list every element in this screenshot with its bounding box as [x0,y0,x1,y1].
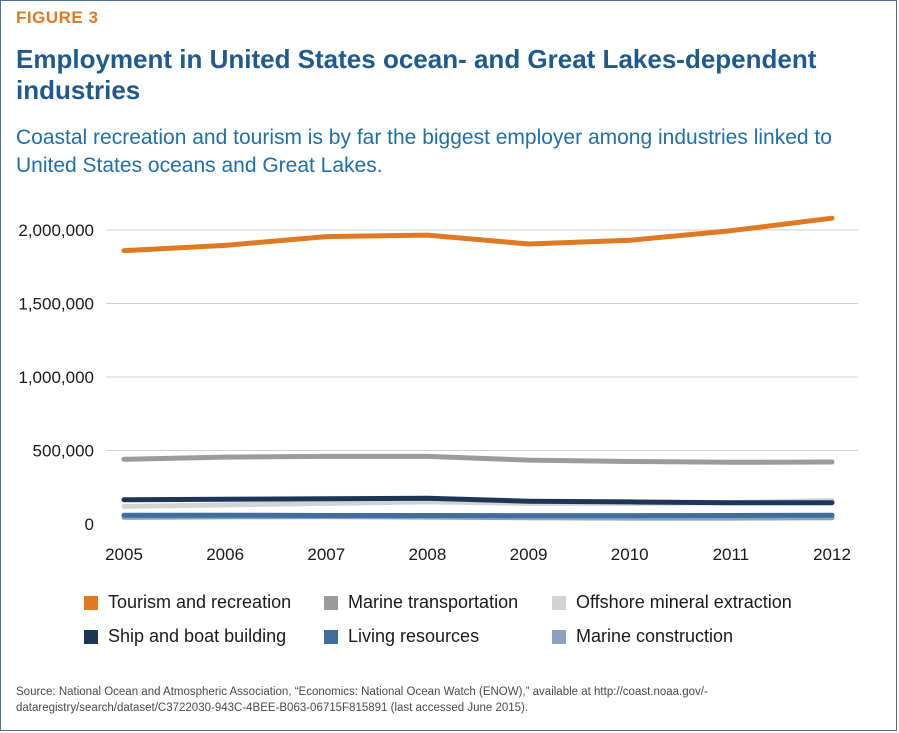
x-tick-label: 2011 [713,545,750,564]
y-tick-label: 1,000,000 [18,368,94,387]
x-tick-label: 2006 [206,545,244,564]
legend-label: Marine construction [576,626,734,646]
x-tick-label: 2010 [611,545,649,564]
y-tick-label: 500,000 [33,442,94,461]
legend-swatch [324,595,338,610]
x-tick-label: 2009 [510,545,548,564]
line-chart: 0 500,000 1,000,000 1,500,000 2,000,000 2005 2… [18,215,858,564]
x-tick-label: 2008 [409,545,447,564]
x-tick-label: 2005 [105,545,143,564]
y-tick-label: 0 [85,515,94,534]
legend-swatch [552,629,566,644]
legend-label: Ship and boat building [108,626,287,646]
legend-swatch [84,595,98,610]
chart-title: Employment in United States ocean- and G… [16,44,817,105]
y-tick-label: 2,000,000 [18,221,94,240]
x-tick-label: 2012 [813,545,851,564]
legend-label: Offshore mineral extraction [576,592,792,612]
legend-swatch [552,595,566,610]
legend-label: Living resources [348,626,480,646]
series-line [121,215,835,254]
legend-item: Marine transportation [324,592,518,613]
legend-swatch [84,629,98,644]
legend-item: Marine construction [552,626,733,647]
legend-item: Ship and boat building [84,626,286,647]
series-line [121,453,835,465]
chart-subtitle: Coastal recreation and tourism is by far… [16,126,832,177]
x-tick-label: 2007 [307,545,345,564]
legend-item: Living resources [324,626,479,647]
figure-label: FIGURE 3 [16,8,99,27]
legend-label: Tourism and recreation [108,592,292,612]
legend-label: Marine transportation [348,592,519,612]
legend-swatch [324,629,338,644]
series-line [121,495,835,506]
source-note: Source: National Ocean and Atmospheric A… [16,686,708,714]
legend-item: Tourism and recreation [84,592,291,613]
legend-item: Offshore mineral extraction [552,592,792,613]
y-tick-label: 1,500,000 [18,295,94,314]
